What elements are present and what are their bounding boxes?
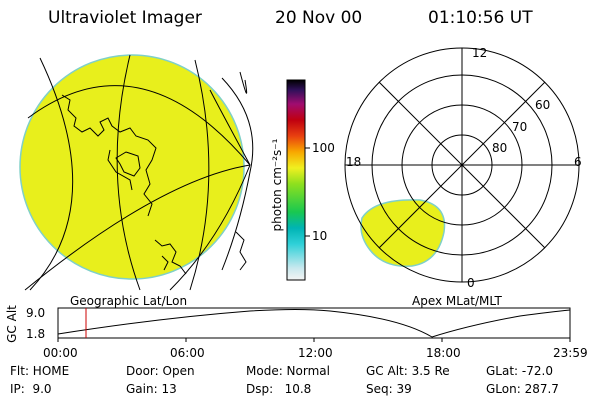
- geographic-latitude: GLat: -72.0: [486, 364, 553, 378]
- geographic-grid: [24, 54, 251, 291]
- observation-date: 20 Nov 00: [275, 8, 363, 28]
- gain-value: Gain: 13: [126, 382, 177, 396]
- flight-status: Flt: HOME: [10, 364, 70, 378]
- ip-value: IP: 9.0: [10, 382, 52, 396]
- right-panel-caption: Apex MLat/MLT: [412, 294, 502, 308]
- instrument-title: Ultraviolet Imager: [48, 8, 202, 28]
- colorbar-tick-100: 100: [312, 141, 335, 155]
- uv-image-disc: [19, 54, 245, 280]
- dsp-value: Dsp: 10.8: [246, 382, 312, 396]
- mlt-label-18: 18: [346, 155, 362, 169]
- mlat-label-80: 80: [492, 141, 508, 155]
- observation-time: 01:10:56 UT: [428, 8, 533, 28]
- limb-arc: [221, 77, 254, 271]
- polar-grid: [344, 47, 580, 283]
- time-tick-1800: 18:00: [426, 346, 461, 360]
- gc-altitude: GC Alt: 3.5 Re: [366, 364, 450, 378]
- altitude-curve: [57, 309, 571, 338]
- sequence-number: Seq: 39: [366, 382, 412, 396]
- mlt-label-0: 0: [467, 276, 475, 290]
- altitude-ytick-bottom: 1.8: [26, 327, 46, 341]
- door-status: Door: Open: [126, 364, 195, 378]
- mlat-label-60: 60: [535, 98, 551, 112]
- time-tick-0000: 00:00: [43, 346, 78, 360]
- time-tick-1200: 12:00: [298, 346, 333, 360]
- mlat-label-70: 70: [512, 120, 528, 134]
- mode-status: Mode: Normal: [246, 364, 330, 378]
- coastline: [61, 94, 247, 275]
- left-panel-caption: Geographic Lat/Lon: [70, 294, 188, 308]
- colorbar-tick-10: 10: [312, 229, 328, 243]
- altitude-ylabel: GC Alt: [5, 305, 19, 343]
- mlt-label-12: 12: [472, 46, 488, 60]
- geographic-longitude: GLon: 287.7: [486, 382, 559, 396]
- mlt-label-6: 6: [574, 155, 582, 169]
- altitude-ytick-top: 9.0: [26, 306, 46, 320]
- time-tick-2359: 23:59: [553, 346, 588, 360]
- colorbar-scale: [286, 79, 306, 281]
- time-tick-0600: 06:00: [170, 346, 205, 360]
